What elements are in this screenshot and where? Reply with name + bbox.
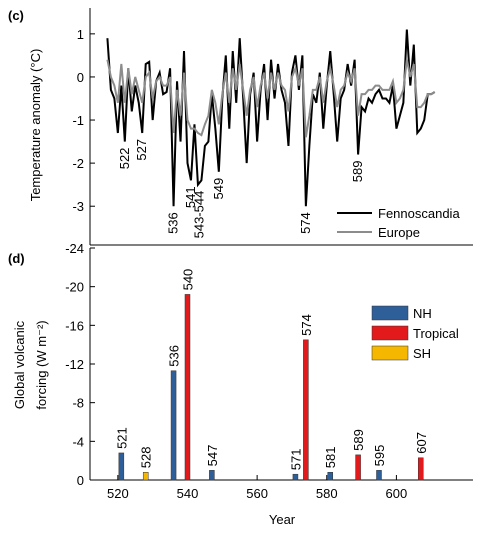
y-tick-label: -24	[65, 241, 84, 256]
bar	[327, 472, 333, 481]
y-tick-label: 0	[77, 70, 84, 85]
bar	[292, 473, 299, 481]
y-tick-label: -16	[65, 318, 84, 333]
annotation: 536	[166, 212, 181, 234]
x-axis-label: Year	[269, 512, 296, 527]
bar-label: 521	[114, 427, 129, 449]
x-tick-label: 540	[177, 486, 199, 501]
bar-label: 574	[299, 314, 314, 336]
bar	[376, 470, 382, 481]
y-tick-label: -2	[72, 156, 84, 171]
y-tick-label: -20	[65, 280, 84, 295]
panel-label: (c)	[8, 8, 24, 23]
x-tick-label: 600	[386, 486, 408, 501]
bar	[118, 452, 125, 481]
bar-label: 607	[414, 432, 429, 454]
bar-label: 528	[139, 447, 154, 469]
bar-label: 547	[205, 445, 220, 467]
bar	[418, 457, 424, 481]
legend-swatch	[371, 305, 409, 321]
legend-swatch	[371, 325, 409, 341]
bar	[303, 339, 309, 481]
y-tick-label: -3	[72, 199, 84, 214]
line	[106, 29, 436, 207]
y-tick-label: -12	[65, 357, 84, 372]
bar-label: 571	[288, 448, 303, 470]
y-axis-label: forcing (W m⁻²)	[34, 320, 49, 409]
panel-label: (d)	[8, 251, 25, 266]
bar-label: 581	[323, 447, 338, 469]
bar	[209, 470, 215, 481]
y-tick-label: -1	[72, 113, 84, 128]
bar	[170, 370, 177, 481]
bar-label: 595	[372, 445, 387, 467]
legend-label: Tropical	[413, 326, 459, 341]
y-axis-label: Global volcanic	[12, 320, 27, 409]
annotation: 527	[134, 139, 149, 161]
legend-label: NH	[413, 306, 432, 321]
legend-label: Fennoscandia	[378, 206, 460, 221]
annotation: 543-544	[192, 191, 207, 239]
legend-label: Europe	[378, 225, 420, 240]
bar	[142, 472, 149, 481]
y-tick-label: -8	[72, 396, 84, 411]
annotation: 522	[117, 148, 132, 170]
legend-label: SH	[413, 346, 431, 361]
line	[106, 59, 436, 138]
annotation: 589	[350, 161, 365, 183]
y-axis-label: Temperature anomaly (°C)	[28, 49, 43, 202]
x-tick-label: 580	[316, 486, 338, 501]
annotation: 549	[211, 178, 226, 200]
x-tick-label: 520	[107, 486, 129, 501]
x-tick-label: 560	[246, 486, 268, 501]
annotation: 541	[183, 186, 198, 208]
y-tick-label: 1	[77, 27, 84, 42]
y-tick-label: -4	[72, 434, 84, 449]
y-tick-label: 0	[77, 473, 84, 488]
bar	[184, 294, 191, 481]
bar-label: 589	[351, 429, 366, 451]
legend-swatch	[371, 345, 409, 361]
annotation: 574	[298, 212, 313, 234]
bar-label: 536	[167, 345, 182, 367]
bar	[355, 454, 361, 481]
bar-label: 540	[180, 269, 195, 291]
